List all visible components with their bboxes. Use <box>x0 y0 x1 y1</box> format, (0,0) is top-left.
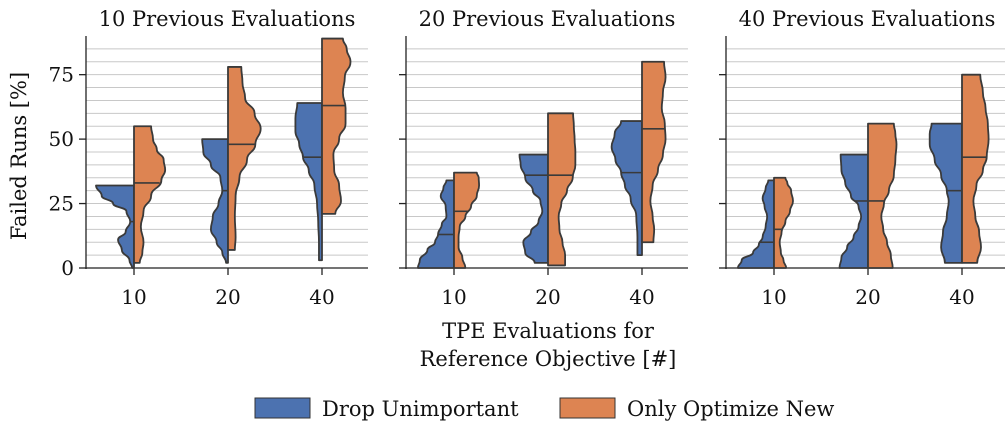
violin-10 <box>95 125 167 269</box>
violin-10 <box>417 171 480 269</box>
violin-half-only-optimize-new <box>773 176 794 269</box>
violin-half-drop-unimportant <box>737 179 775 269</box>
panel-0: 10 Previous Evaluations 0 25 50 75 10 20 40 <box>49 7 368 309</box>
violin-half-drop-unimportant <box>201 138 229 264</box>
violin-half-drop-unimportant <box>838 153 869 269</box>
panel-title: 10 Previous Evaluations <box>99 7 356 31</box>
violin-40 <box>610 60 667 257</box>
x-tick-label: 40 <box>629 285 654 309</box>
x-tick-label: 20 <box>855 285 880 309</box>
panel-2: 40 Previous Evaluations 10 20 40 <box>719 7 1005 309</box>
violin-half-drop-unimportant <box>294 102 323 262</box>
violin-40 <box>294 37 352 262</box>
panel-1: 20 Previous Evaluations 10 20 40 <box>399 7 688 309</box>
violin-20 <box>201 66 262 264</box>
x-axis-label-line-2: Reference Objective [#] <box>420 347 677 371</box>
violin-40 <box>928 73 990 264</box>
x-tick-label: 10 <box>441 285 466 309</box>
violin-half-only-optimize-new <box>867 122 898 269</box>
violin-half-drop-unimportant <box>417 179 455 269</box>
legend-label-drop-unimportant: Drop Unimportant <box>322 397 519 421</box>
violin-half-drop-unimportant <box>518 153 549 264</box>
x-tick-label: 10 <box>761 285 786 309</box>
violin-half-drop-unimportant <box>610 120 643 257</box>
y-axis-label: Failed Runs [%] <box>7 72 31 240</box>
violin-half-only-optimize-new <box>547 112 577 267</box>
violin-20 <box>518 112 577 267</box>
y-tick-label: 75 <box>49 63 74 87</box>
violin-half-only-optimize-new <box>133 125 167 264</box>
violin-half-only-optimize-new <box>453 171 480 269</box>
x-tick-label: 20 <box>535 285 560 309</box>
legend-swatch-only-optimize-new <box>559 397 616 419</box>
x-tick-label: 40 <box>949 285 974 309</box>
y-tick-label: 25 <box>49 192 74 216</box>
legend-label-only-optimize-new: Only Optimize New <box>627 397 834 421</box>
legend: Drop Unimportant Only Optimize New <box>254 397 834 421</box>
x-tick-label: 10 <box>121 285 146 309</box>
violin-half-only-optimize-new <box>641 60 667 244</box>
x-tick-label: 40 <box>309 285 334 309</box>
violin-10 <box>737 176 794 269</box>
violin-half-only-optimize-new <box>321 37 352 215</box>
violin-half-drop-unimportant <box>95 184 135 269</box>
panel-title: 20 Previous Evaluations <box>419 7 676 31</box>
x-tick-label: 20 <box>215 285 240 309</box>
violin-half-only-optimize-new <box>961 73 990 264</box>
y-tick-label: 50 <box>49 127 74 151</box>
panel-title: 40 Previous Evaluations <box>739 7 996 31</box>
violin-half-only-optimize-new <box>227 66 262 251</box>
x-axis-label-line-1: TPE Evaluations for <box>442 319 655 343</box>
y-tick-label: 0 <box>61 256 74 280</box>
violin-20 <box>838 122 898 269</box>
legend-swatch-drop-unimportant <box>254 397 311 419</box>
